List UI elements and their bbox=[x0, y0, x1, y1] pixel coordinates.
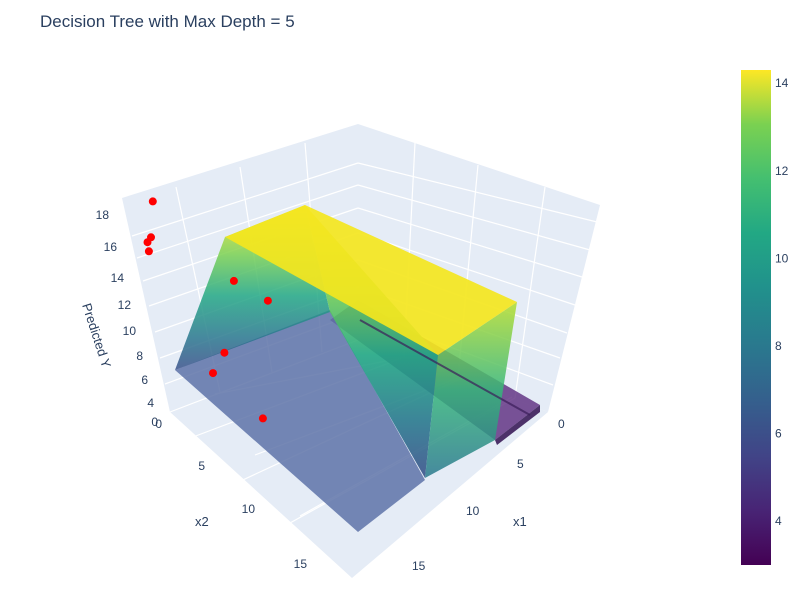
colorbar-tick: 6 bbox=[775, 427, 782, 441]
z-tick: 8 bbox=[136, 349, 143, 363]
x1-axis: 0 5 10 15 x1 bbox=[412, 417, 565, 573]
base-region bbox=[175, 310, 425, 532]
x2-tick: 10 bbox=[242, 502, 256, 516]
z-tick: 14 bbox=[111, 271, 125, 285]
right-low-region-ridge bbox=[359, 319, 531, 416]
colorbar-tick: 8 bbox=[775, 339, 782, 353]
x1-tick: 10 bbox=[466, 504, 480, 518]
scatter-points bbox=[143, 197, 272, 423]
z-tick: 0 bbox=[151, 415, 158, 429]
colorbar-tick: 12 bbox=[775, 164, 789, 178]
colorbar: 4 6 8 10 12 14 bbox=[741, 70, 789, 565]
data-point bbox=[258, 414, 267, 423]
z-axis-title: Predicted Y bbox=[79, 301, 114, 370]
z-tick: 10 bbox=[123, 324, 137, 338]
x1-axis-title: x1 bbox=[513, 514, 527, 529]
data-point bbox=[143, 238, 152, 247]
colorbar-ticks: 4 6 8 10 12 14 bbox=[775, 76, 789, 528]
z-tick: 18 bbox=[96, 208, 110, 222]
colorbar-tick: 14 bbox=[775, 76, 789, 90]
x2-tick: 5 bbox=[198, 459, 205, 473]
colorbar-gradient bbox=[741, 70, 771, 565]
x2-axis: 0 5 10 15 x2 bbox=[155, 417, 307, 571]
data-point bbox=[263, 296, 272, 305]
z-tick: 16 bbox=[104, 240, 118, 254]
decision-surface bbox=[175, 205, 540, 532]
tall-region-right-wall bbox=[425, 302, 517, 478]
data-point bbox=[144, 247, 153, 256]
z-tick: 6 bbox=[141, 373, 148, 387]
x1-tick: 0 bbox=[558, 417, 565, 431]
x2-axis-title: x2 bbox=[195, 514, 209, 529]
colorbar-tick: 10 bbox=[775, 251, 789, 265]
x1-tick: 15 bbox=[412, 559, 426, 573]
colorbar-tick: 4 bbox=[775, 514, 782, 528]
x2-tick: 0 bbox=[155, 417, 162, 431]
z-tick: 12 bbox=[118, 298, 132, 312]
x2-tick: 15 bbox=[294, 557, 308, 571]
z-tick: 4 bbox=[147, 396, 154, 410]
data-point bbox=[209, 369, 217, 378]
data-point bbox=[229, 276, 238, 285]
x1-tick: 5 bbox=[517, 457, 524, 471]
data-point bbox=[148, 197, 157, 206]
tall-region-top bbox=[225, 205, 517, 355]
chart-title: Decision Tree with Max Depth = 5 bbox=[40, 12, 295, 31]
data-point bbox=[220, 348, 229, 357]
